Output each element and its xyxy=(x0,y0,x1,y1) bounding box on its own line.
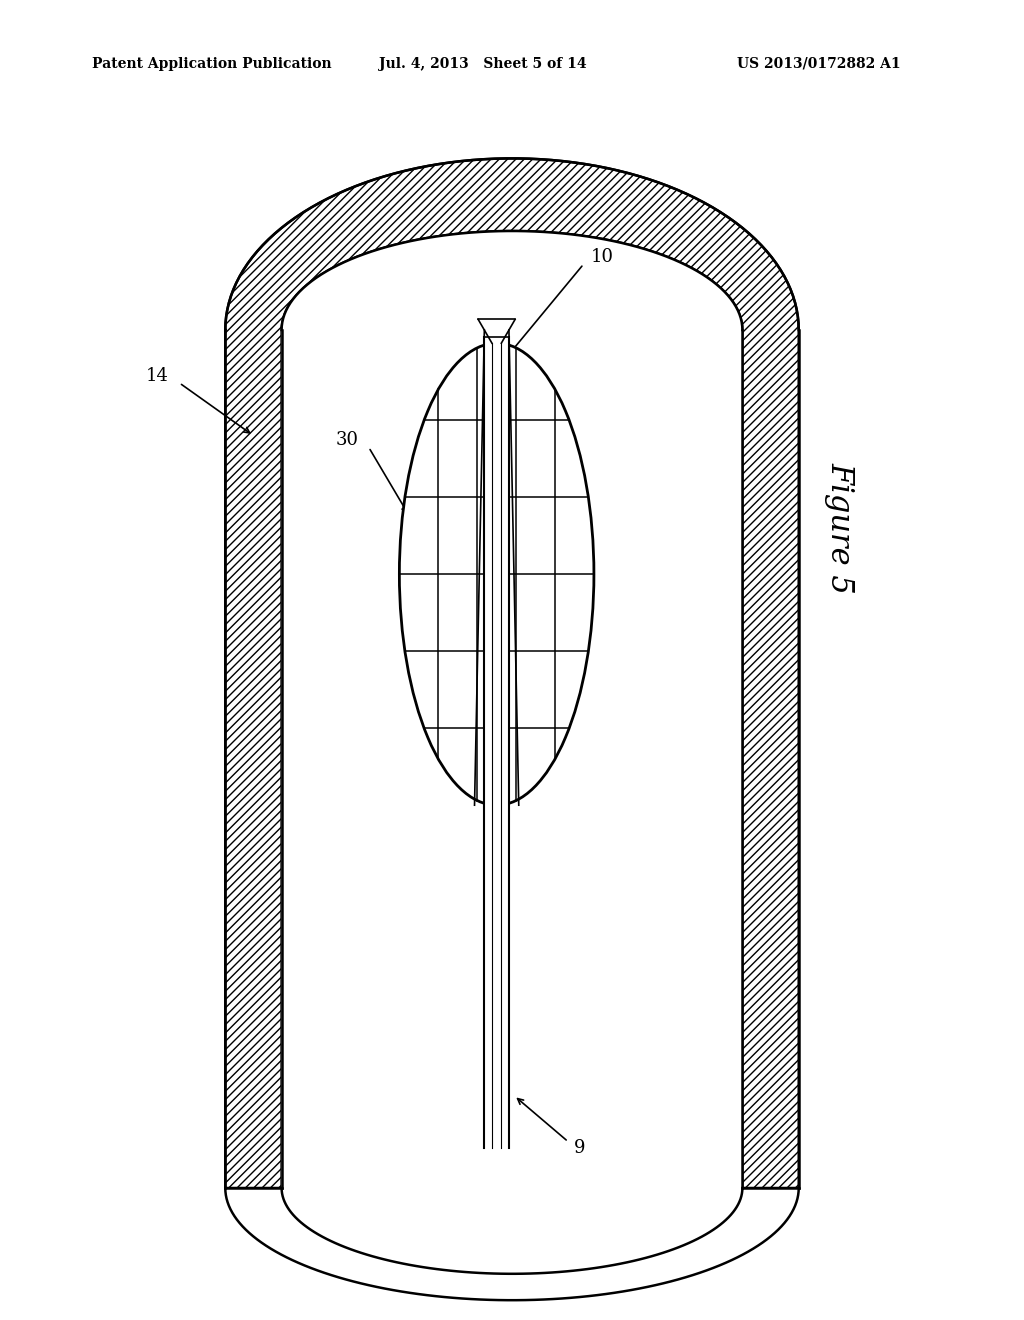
Polygon shape xyxy=(225,158,799,1188)
Text: Figure 5: Figure 5 xyxy=(824,462,855,594)
Polygon shape xyxy=(742,1188,799,1300)
Text: 30: 30 xyxy=(336,432,358,449)
Ellipse shape xyxy=(399,343,594,805)
Text: US 2013/0172882 A1: US 2013/0172882 A1 xyxy=(737,57,901,71)
Text: 9: 9 xyxy=(573,1139,585,1158)
Polygon shape xyxy=(282,1188,742,1274)
Text: Jul. 4, 2013   Sheet 5 of 14: Jul. 4, 2013 Sheet 5 of 14 xyxy=(379,57,587,71)
Polygon shape xyxy=(484,337,509,1148)
Polygon shape xyxy=(282,231,742,1188)
Text: 10: 10 xyxy=(591,248,613,267)
Text: Patent Application Publication: Patent Application Publication xyxy=(92,57,332,71)
Polygon shape xyxy=(282,231,742,1188)
Polygon shape xyxy=(225,1188,282,1300)
Text: 14: 14 xyxy=(146,367,169,385)
